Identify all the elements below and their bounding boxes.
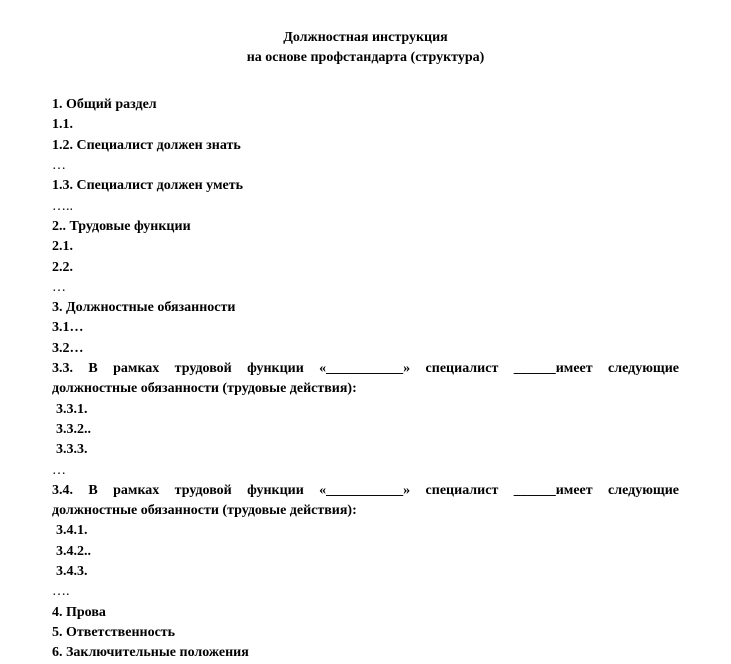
document-body: 1. Общий раздел1.1.1.2. Специалист долже… [52,95,679,663]
body-line: 3.4.1. [52,521,679,541]
body-line: 6. Заключительные положения [52,643,679,663]
body-line: 2.. Трудовые функции [52,217,679,237]
body-line: … [52,461,679,481]
body-line: 1.2. Специалист должен знать [52,136,679,156]
body-line: 3.3.3. [52,440,679,460]
body-line: должностные обязанности (трудовые действ… [52,379,679,399]
body-line: 3.4. В рамках трудовой функции «________… [52,481,679,501]
body-line: … [52,156,679,176]
body-line: 1.3. Специалист должен уметь [52,176,679,196]
body-line: должностные обязанности (трудовые действ… [52,501,679,521]
body-line: 3.3. В рамках трудовой функции «________… [52,359,679,379]
body-line: 2.2. [52,258,679,278]
title-line-1: Должностная инструкция [52,28,679,48]
title-line-2: на основе профстандарта (структура) [52,48,679,68]
body-line: 2.1. [52,237,679,257]
body-line: 3.4.2.. [52,542,679,562]
document-title: Должностная инструкция на основе профста… [52,28,679,67]
body-line: 1.1. [52,115,679,135]
body-line: 3.4.3. [52,562,679,582]
body-line: 1. Общий раздел [52,95,679,115]
body-line: 3.2… [52,339,679,359]
body-line: 3.3.1. [52,400,679,420]
body-line: … [52,278,679,298]
body-line: …. [52,582,679,602]
body-line: 5. Ответственность [52,623,679,643]
body-line: ….. [52,197,679,217]
body-line: 4. Прова [52,603,679,623]
body-line: 3.3.2.. [52,420,679,440]
body-line: 3. Должностные обязанности [52,298,679,318]
body-line: 3.1… [52,318,679,338]
